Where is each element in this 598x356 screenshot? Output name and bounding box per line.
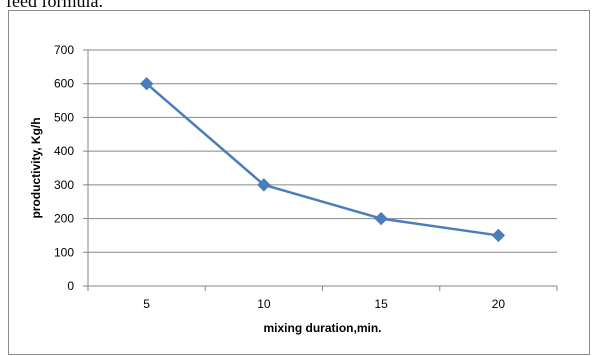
- preceding-text-fragment: feed formula.: [6, 0, 103, 11]
- data-point-5: [139, 77, 154, 91]
- x-tick-label-20: 20: [492, 297, 506, 311]
- y-tick-label-600: 600: [54, 77, 74, 91]
- y-axis-title: productivity, Kg/h: [29, 117, 43, 218]
- chart-frame: [8, 10, 590, 355]
- series-group: [139, 77, 506, 243]
- series-line-0: [145, 82, 499, 237]
- y-tick-label-100: 100: [54, 245, 74, 259]
- x-tick-label-5: 5: [143, 297, 150, 311]
- x-tick-label-15: 15: [374, 297, 388, 311]
- x-tick-labels: 5 10 15 20: [143, 297, 505, 311]
- y-tick-label-0: 0: [67, 279, 74, 293]
- y-tick-label-400: 400: [54, 144, 74, 158]
- y-tick-labels: 0 100 200 300 400 500 600 700: [54, 43, 74, 293]
- data-point-15: [374, 211, 388, 226]
- data-point-10: [257, 178, 271, 192]
- y-tick-label-300: 300: [54, 178, 74, 192]
- x-tick-label-10: 10: [257, 297, 271, 311]
- y-tick-label-700: 700: [54, 43, 74, 57]
- gridlines: [83, 49, 557, 287]
- y-tick-label-500: 500: [54, 110, 74, 124]
- y-tick-label-200: 200: [54, 212, 74, 226]
- data-point-20: [491, 228, 506, 243]
- x-axis-title: mixing duration,min.: [263, 321, 381, 335]
- axes: [87, 50, 558, 291]
